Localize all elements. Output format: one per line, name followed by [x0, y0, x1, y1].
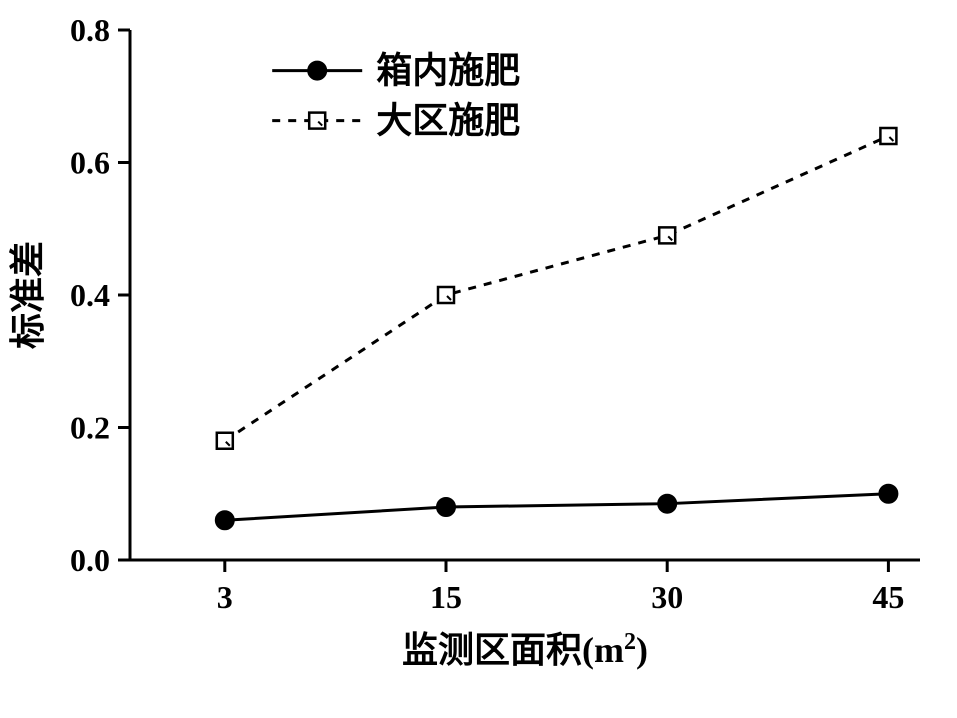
x-tick-label: 15 [430, 579, 462, 615]
y-tick-label: 0.6 [70, 145, 110, 181]
marker-circle [879, 485, 897, 503]
y-tick-label: 0.0 [70, 542, 110, 578]
x-tick-label: 45 [872, 579, 904, 615]
y-axis-title: 标准差 [8, 241, 48, 349]
marker-circle [437, 498, 455, 516]
x-tick-label: 3 [217, 579, 233, 615]
y-tick-label: 0.2 [70, 410, 110, 446]
legend-marker [309, 113, 325, 129]
marker-circle [658, 495, 676, 513]
line-chart: 0.0 0.2 0.4 0.6 0.8 3 15 30 45 标准差监测区面积(m2) 箱内施肥大区… [0, 0, 957, 718]
chart-container: 0.0 0.2 0.4 0.6 0.8 3 15 30 45 标准差监测区面积(m2) 箱内施肥大区… [0, 0, 957, 718]
legend-marker [308, 62, 326, 80]
legend-label: 大区施肥 [376, 101, 520, 141]
series-line [225, 494, 889, 521]
y-tick-label: 0.4 [70, 277, 110, 313]
x-tick-label: 30 [651, 579, 683, 615]
marker-square [438, 287, 454, 303]
marker-square [217, 433, 233, 449]
marker-square [659, 227, 675, 243]
marker-square [880, 128, 896, 144]
marker-circle [216, 511, 234, 529]
series-line [225, 136, 889, 441]
x-axis-title: 监测区面积(m2) [402, 629, 648, 670]
y-tick-label: 0.8 [70, 12, 110, 48]
legend-label: 箱内施肥 [376, 51, 520, 91]
